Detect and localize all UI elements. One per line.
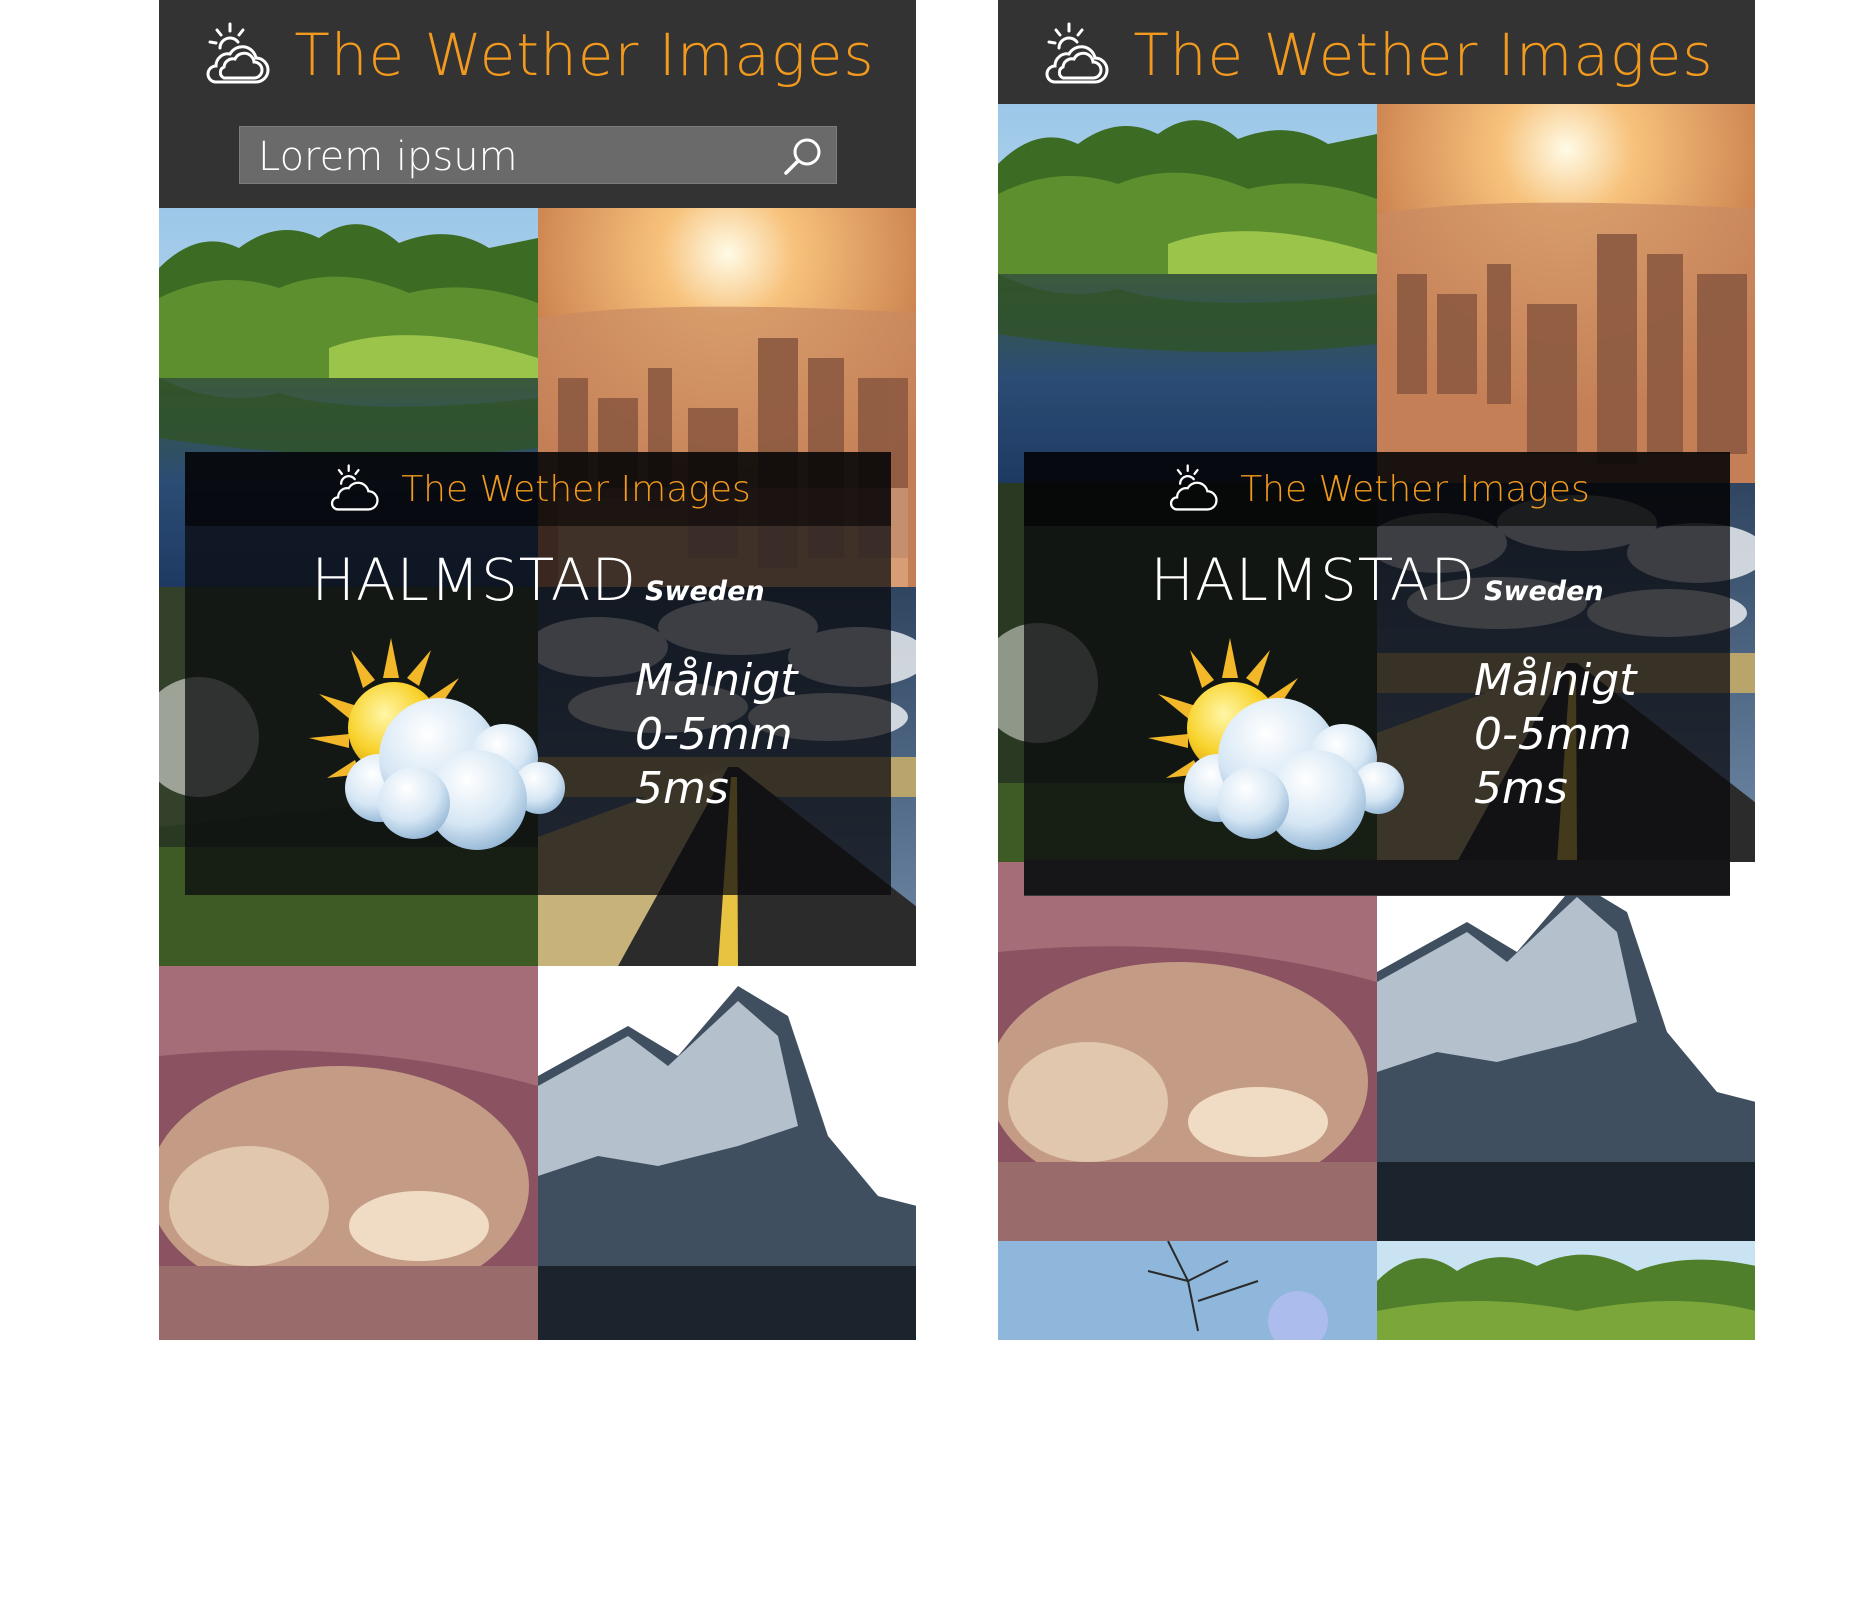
bare-tree-sky-photo[interactable] xyxy=(998,1241,1377,1340)
city-name: HALMSTAD xyxy=(1150,546,1477,614)
screen-search-view: The Wether Images Lorem ipsum xyxy=(159,0,916,1340)
cloud-sun-logo-icon xyxy=(206,22,270,84)
app-title: The Wether Images xyxy=(1133,21,1714,89)
search-bar[interactable]: Lorem ipsum xyxy=(239,126,837,184)
location-line: HALMSTAD Sweden xyxy=(185,546,891,614)
brand[interactable]: The Wether Images xyxy=(998,10,1755,100)
weather-card-brand: The Wether Images xyxy=(401,468,751,510)
search-icon[interactable] xyxy=(780,133,826,179)
weather-details: Målnigt 0-5mm 5ms xyxy=(1474,654,1636,816)
wind-text: 5ms xyxy=(1474,763,1568,814)
app-title: The Wether Images xyxy=(294,21,875,89)
search-input[interactable]: Lorem ipsum xyxy=(258,134,518,180)
country-name: Sweden xyxy=(1484,576,1604,607)
screen-scrolled-view: The Wether Images xyxy=(998,0,1755,1340)
weather-card[interactable]: The Wether Images HALMSTAD Sweden Mål xyxy=(1024,452,1730,895)
sleeping-dog-photo[interactable] xyxy=(159,966,538,1340)
wind-text: 5ms xyxy=(635,763,729,814)
weather-card[interactable]: The Wether Images HALMSTAD Sweden Mål xyxy=(185,452,891,895)
sleeping-dog-photo[interactable] xyxy=(998,862,1377,1241)
cloud-sun-logo-icon xyxy=(1045,22,1109,84)
cloud-sun-logo-icon xyxy=(331,464,379,511)
cloud-sun-logo-icon xyxy=(1170,464,1218,511)
app-header: The Wether Images xyxy=(998,0,1755,104)
forest-treeline-photo[interactable] xyxy=(1377,1241,1755,1340)
weather-card-header: The Wether Images xyxy=(1024,452,1730,526)
snowy-mountain-photo[interactable] xyxy=(538,966,916,1340)
precipitation-text: 0-5mm xyxy=(1474,709,1632,760)
weather-card-brand: The Wether Images xyxy=(1240,468,1590,510)
brand[interactable]: The Wether Images xyxy=(159,10,916,100)
snowy-mountain-photo[interactable] xyxy=(1377,862,1755,1241)
location-line: HALMSTAD Sweden xyxy=(1024,546,1730,614)
city-name: HALMSTAD xyxy=(311,546,638,614)
partly-cloudy-icon xyxy=(1148,638,1404,850)
weather-details: Målnigt 0-5mm 5ms xyxy=(635,654,797,816)
partly-cloudy-icon xyxy=(309,638,565,850)
weather-card-header: The Wether Images xyxy=(185,452,891,526)
precipitation-text: 0-5mm xyxy=(635,709,793,760)
condition-text: Målnigt xyxy=(635,655,798,706)
city-sunset-photo[interactable] xyxy=(1377,104,1755,483)
condition-text: Målnigt xyxy=(1474,655,1637,706)
app-header: The Wether Images Lorem ipsum xyxy=(159,0,916,208)
lake-forest-photo[interactable] xyxy=(998,104,1377,483)
country-name: Sweden xyxy=(645,576,765,607)
